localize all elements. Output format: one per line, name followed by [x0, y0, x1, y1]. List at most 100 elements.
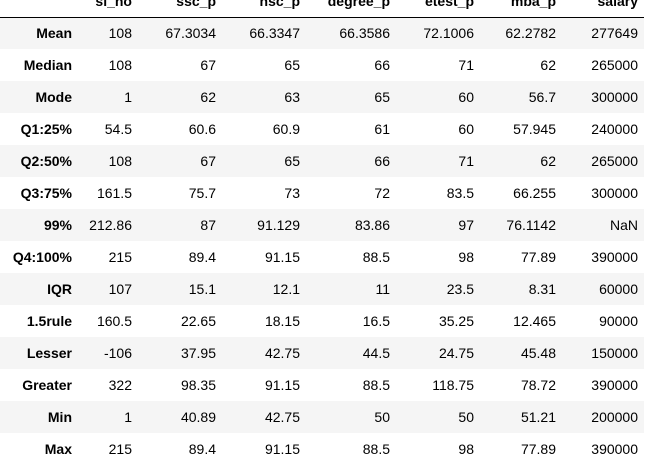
table-cell: 45.48 [520, 345, 556, 361]
table-cell: 72.1006 [423, 25, 474, 42]
row-label: Min [47, 409, 72, 425]
table-cell: 60 [458, 121, 474, 137]
table-cell: 88.5 [362, 249, 390, 265]
column-header-etest-p: etest_p [396, 0, 480, 18]
table-cell: 89.4 [188, 249, 216, 265]
table-cell: 60.9 [272, 121, 300, 137]
table-cell: 24.75 [438, 345, 474, 361]
column-header-degree-p: degree_p [306, 0, 396, 18]
table-cell: 300000 [591, 89, 638, 105]
table-cell: 12.465 [513, 313, 556, 329]
table-row: IQR 107 15.1 12.1 11 23.5 8.31 60000 [0, 273, 644, 305]
index-header [0, 0, 78, 18]
row-label: Max [44, 441, 72, 457]
table-cell: 50 [374, 409, 390, 425]
table-cell: 390000 [591, 377, 638, 393]
table-cell: 66.255 [513, 185, 556, 201]
table-row: Q1:25% 54.5 60.6 60.9 61 60 57.945 240000 [0, 113, 644, 145]
table-cell: 72 [374, 185, 390, 201]
table-cell: 60.6 [188, 121, 216, 137]
row-label: Median [23, 57, 72, 73]
table-cell: 300000 [591, 185, 638, 201]
table-cell: 215 [108, 249, 132, 265]
table-row: Q3:75% 161.5 75.7 73 72 83.5 66.255 300000 [0, 177, 644, 209]
table-cell: 62 [200, 89, 216, 105]
table-cell: 44.5 [362, 345, 390, 361]
table-cell: 91.15 [264, 441, 300, 457]
row-label: 99% [43, 217, 72, 233]
table-cell: 65 [284, 57, 300, 73]
table-row: Min 1 40.89 42.75 50 50 51.21 200000 [0, 401, 644, 433]
header-row: sl_no ssc_p hsc_p degree_p etest_p mba_p salar… [0, 0, 644, 18]
table-cell: 89.4 [188, 441, 216, 457]
table-cell: 215 [108, 441, 132, 457]
table-cell: 67.3034 [165, 25, 216, 42]
table-cell: 240000 [591, 121, 638, 137]
row-label: Greater [22, 377, 72, 393]
table-cell: 98.35 [180, 377, 216, 393]
table-cell: 60 [458, 89, 474, 105]
table-row: Q2:50% 108 67 65 66 71 62 265000 [0, 145, 644, 177]
table-cell: 66 [374, 153, 390, 169]
table-cell: 265000 [591, 57, 638, 73]
table-cell: 42.75 [264, 409, 300, 425]
table-cell: 66.3347 [249, 25, 300, 42]
table-cell: 73 [284, 185, 300, 201]
table-cell: 11 [375, 281, 390, 297]
table-cell: 22.65 [180, 313, 216, 329]
row-label: IQR [47, 281, 72, 297]
table-cell: 50 [458, 409, 474, 425]
table-cell: 108 [108, 57, 132, 73]
table-cell: 12.1 [272, 281, 300, 297]
table-cell: 40.89 [180, 409, 216, 425]
table-cell: 71 [458, 153, 474, 169]
table-row: 1.5rule 160.5 22.65 18.15 16.5 35.25 12.465 900… [0, 305, 644, 337]
row-label: Mode [35, 89, 72, 105]
table-cell: 62.2782 [505, 25, 556, 42]
table-cell: 98 [458, 249, 474, 265]
table-cell: 322 [108, 377, 132, 393]
row-label: Q3:75% [20, 185, 72, 201]
table-cell: 62 [540, 153, 556, 169]
row-label: Q4:100% [12, 249, 72, 265]
table-cell: 90000 [599, 313, 638, 329]
table-cell: 108 [108, 25, 132, 42]
table-cell: 150000 [591, 345, 638, 361]
table-cell: 8.31 [528, 281, 556, 297]
table-cell: 54.5 [104, 121, 132, 137]
table-cell: -106 [103, 345, 132, 361]
table-cell: 78.72 [520, 377, 556, 393]
table-header: sl_no ssc_p hsc_p degree_p etest_p mba_p salar… [0, 0, 644, 18]
table-cell: 98 [458, 441, 474, 457]
table-cell: 60000 [599, 281, 638, 297]
table-cell: 91.129 [257, 217, 300, 233]
table-row: Mode 1 62 63 65 60 56.7 300000 [0, 81, 644, 113]
table-cell: 91.15 [264, 377, 300, 393]
table-cell: 390000 [591, 441, 638, 457]
row-label: Q2:50% [20, 153, 72, 169]
table-cell: 161.5 [96, 185, 132, 201]
table-cell: 63 [284, 89, 300, 105]
table-cell: 65 [374, 89, 390, 105]
table-cell: 62 [540, 57, 556, 73]
table-cell: 108 [108, 153, 132, 169]
row-label: Q1:25% [20, 121, 72, 137]
table-cell: 61 [374, 121, 390, 137]
table-cell: 16.5 [362, 313, 390, 329]
table-cell: 75.7 [188, 185, 216, 201]
column-header-ssc-p: ssc_p [138, 0, 222, 18]
table-cell: 1 [124, 409, 132, 425]
table-cell: 65 [284, 153, 300, 169]
table-cell: 390000 [591, 249, 638, 265]
row-label: Mean [36, 25, 72, 42]
table-cell: 88.5 [362, 377, 390, 393]
row-label: Lesser [26, 345, 72, 361]
table-cell: 212.86 [89, 217, 132, 233]
column-header-mba-p: mba_p [480, 0, 562, 18]
table-cell: 1 [124, 89, 132, 105]
table-cell: 42.75 [264, 345, 300, 361]
table-row: 99% 212.86 87 91.129 83.86 97 76.1142 NaN [0, 209, 644, 241]
table-cell: 200000 [591, 409, 638, 425]
table-cell: 23.5 [446, 281, 474, 297]
